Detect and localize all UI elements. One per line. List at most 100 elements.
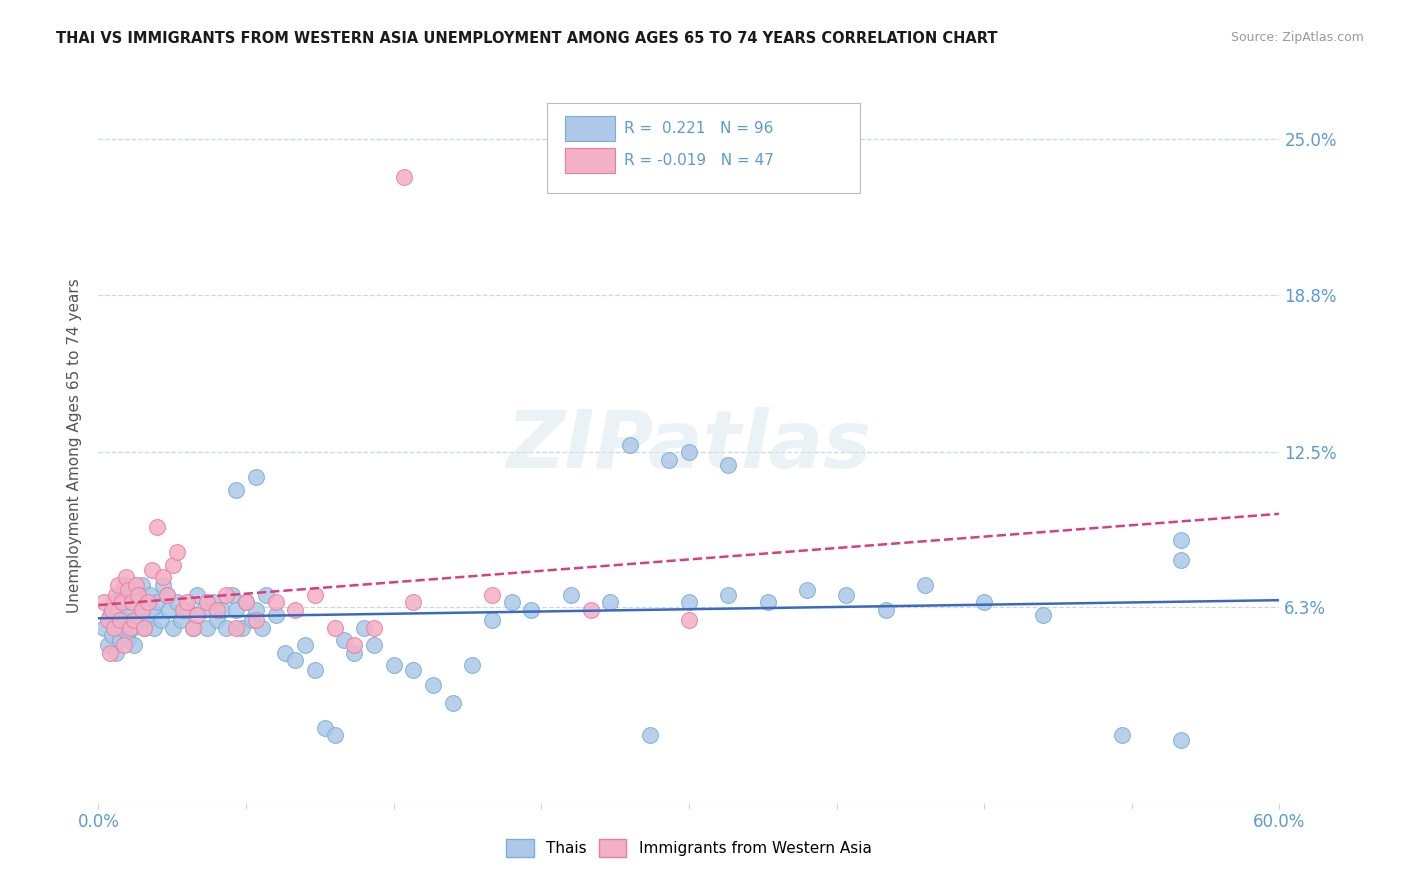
Point <box>131 578 153 592</box>
Point <box>678 613 700 627</box>
Point <box>105 646 128 660</box>
Point <box>638 728 661 742</box>
Point <box>201 595 224 609</box>
Point <box>294 638 316 652</box>
Point <box>221 588 243 602</box>
Point <box>107 578 129 592</box>
Point <box>284 603 307 617</box>
Point <box>111 621 134 635</box>
Point <box>132 621 155 635</box>
Point <box>875 603 897 617</box>
Point <box>1170 533 1192 547</box>
Point <box>138 588 160 602</box>
Point <box>501 595 523 609</box>
Point <box>122 588 145 602</box>
Point <box>97 613 120 627</box>
Point <box>353 621 375 635</box>
Text: R = -0.019   N = 47: R = -0.019 N = 47 <box>624 153 773 168</box>
Point <box>461 658 484 673</box>
Text: ZIPatlas: ZIPatlas <box>506 407 872 485</box>
Point <box>157 603 180 617</box>
Point <box>1032 607 1054 622</box>
Point <box>117 633 139 648</box>
Point <box>211 603 233 617</box>
Point <box>191 603 214 617</box>
Point <box>1170 733 1192 747</box>
Point <box>111 588 134 602</box>
Point <box>121 595 143 609</box>
Point <box>146 595 169 609</box>
Point <box>835 588 858 602</box>
Point <box>304 588 326 602</box>
Point <box>363 621 385 635</box>
Point <box>323 621 346 635</box>
Point <box>152 570 174 584</box>
Point <box>115 570 138 584</box>
Point <box>235 595 257 609</box>
Point <box>111 595 134 609</box>
Point <box>717 588 740 602</box>
Point <box>254 588 277 602</box>
Point <box>678 445 700 459</box>
Point <box>98 607 121 622</box>
Point <box>93 595 115 609</box>
Point <box>914 578 936 592</box>
Point <box>141 603 163 617</box>
Point <box>796 582 818 597</box>
Y-axis label: Unemployment Among Ages 65 to 74 years: Unemployment Among Ages 65 to 74 years <box>67 278 83 614</box>
Point <box>382 658 405 673</box>
Point <box>136 613 159 627</box>
Point <box>323 728 346 742</box>
Point <box>166 545 188 559</box>
Point <box>264 607 287 622</box>
Point <box>205 603 228 617</box>
Point <box>402 663 425 677</box>
Point <box>172 603 194 617</box>
Point <box>115 613 138 627</box>
Point <box>678 595 700 609</box>
Point <box>125 578 148 592</box>
Point <box>156 588 179 602</box>
Point <box>717 458 740 472</box>
Point <box>181 621 204 635</box>
Point <box>235 595 257 609</box>
Point <box>122 613 145 627</box>
Point <box>215 621 238 635</box>
Point <box>118 603 141 617</box>
Point <box>599 595 621 609</box>
Point <box>98 646 121 660</box>
Point <box>112 638 135 652</box>
Point <box>186 607 208 622</box>
Point <box>1111 728 1133 742</box>
Point <box>422 678 444 692</box>
Point <box>579 603 602 617</box>
Point <box>107 603 129 617</box>
Point <box>343 638 366 652</box>
Point <box>170 613 193 627</box>
Point <box>131 603 153 617</box>
Point <box>240 613 263 627</box>
Point <box>152 578 174 592</box>
Point <box>181 621 204 635</box>
Point <box>264 595 287 609</box>
Point <box>441 696 464 710</box>
Point <box>118 621 141 635</box>
Point <box>973 595 995 609</box>
Point <box>108 613 131 627</box>
Point <box>392 169 415 184</box>
Point <box>103 595 125 609</box>
Point <box>131 603 153 617</box>
FancyBboxPatch shape <box>547 103 860 193</box>
Point <box>150 613 173 627</box>
Point <box>141 563 163 577</box>
Point <box>245 470 267 484</box>
Point <box>560 588 582 602</box>
Point <box>274 646 297 660</box>
Point <box>108 633 131 648</box>
Point <box>363 638 385 652</box>
Point <box>520 603 543 617</box>
FancyBboxPatch shape <box>565 148 614 173</box>
Point <box>619 438 641 452</box>
Point <box>284 653 307 667</box>
Point <box>132 621 155 635</box>
